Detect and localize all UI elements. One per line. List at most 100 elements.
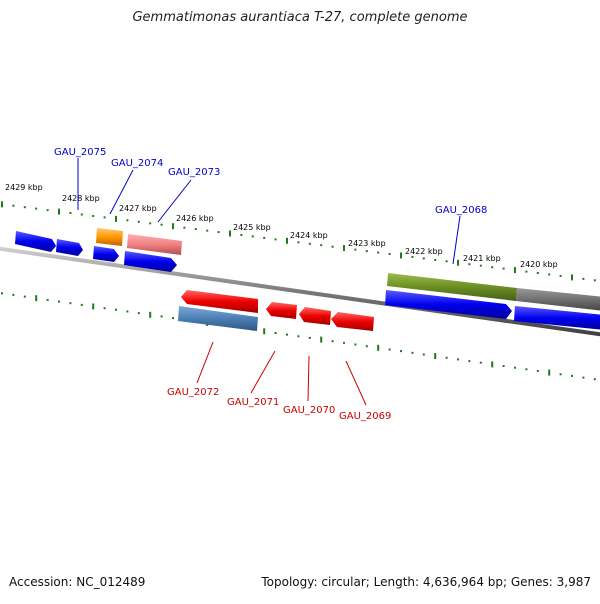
label-gau-2072[interactable]: GAU_2072 xyxy=(167,387,219,398)
ruler-label-2422: 2422 kbp xyxy=(405,247,443,256)
ruler-major-tick xyxy=(286,237,288,244)
ruler-minor-dot xyxy=(69,302,72,305)
ruler-major-tick xyxy=(263,328,266,335)
ruler-minor-dot xyxy=(445,260,448,263)
ruler-minor-dot xyxy=(286,333,288,336)
ruler-minor-dot xyxy=(308,242,311,245)
ruler-major-tick xyxy=(172,223,174,230)
ruler-major-tick xyxy=(58,208,60,215)
gene-forward-7[interactable] xyxy=(514,306,600,330)
ruler-minor-dot xyxy=(365,345,368,348)
ruler-minor-dot xyxy=(331,340,334,343)
ruler-minor-dot xyxy=(1,292,3,295)
ruler-minor-dot xyxy=(92,215,95,217)
feature-gray[interactable] xyxy=(516,288,600,311)
label-gau-2073[interactable]: GAU_2073 xyxy=(168,167,220,178)
feature-steelblue[interactable] xyxy=(178,306,258,331)
ruler-minor-dot xyxy=(377,251,380,254)
ruler-minor-dot xyxy=(479,264,482,267)
ruler-major-tick xyxy=(548,369,551,376)
ruler-minor-dot xyxy=(217,231,220,234)
ruler-label-2425: 2425 kbp xyxy=(233,223,271,232)
ruler-track-upper xyxy=(1,201,596,282)
ruler-minor-dot xyxy=(183,226,186,229)
gene-gau-2069[interactable] xyxy=(331,312,374,331)
ruler-minor-dot xyxy=(354,343,357,346)
ruler-minor-dot xyxy=(593,279,596,282)
ruler-minor-dot xyxy=(422,353,425,356)
ruler-minor-dot xyxy=(126,219,129,222)
ruler-major-tick xyxy=(377,344,380,351)
ruler-minor-dot xyxy=(525,270,528,273)
genome-stats-text: Topology: circular; Length: 4,636,964 bp… xyxy=(261,575,591,589)
label-gau-2069[interactable]: GAU_2069 xyxy=(339,411,391,422)
label-gau-2074[interactable]: GAU_2074 xyxy=(111,158,163,169)
gene-gau-2072[interactable] xyxy=(181,290,258,313)
ruler-minor-dot xyxy=(58,300,60,303)
ruler-major-tick xyxy=(320,336,323,343)
ruler-minor-dot xyxy=(536,272,539,274)
ruler-minor-dot xyxy=(388,348,391,351)
ruler-minor-dot xyxy=(343,341,345,344)
feature-olive[interactable] xyxy=(387,273,517,301)
ruler-label-2429: 2429 kbp xyxy=(5,183,43,192)
gene-forward-2[interactable] xyxy=(56,239,83,256)
ruler-minor-dot xyxy=(80,213,83,216)
ruler-minor-dot xyxy=(582,277,585,280)
ruler-minor-dot xyxy=(35,207,38,210)
ruler-minor-dot xyxy=(23,295,26,298)
gene-gau-2068[interactable] xyxy=(385,290,512,319)
ruler-minor-dot xyxy=(160,223,163,226)
ruler-minor-dot xyxy=(559,373,562,376)
ruler-minor-dot xyxy=(365,250,368,253)
ruler-minor-dot xyxy=(240,234,243,236)
ruler-minor-dot xyxy=(160,315,163,318)
feature-pink[interactable] xyxy=(127,234,182,255)
ruler-label-2420: 2420 kbp xyxy=(520,260,558,269)
ruler-major-tick xyxy=(35,295,38,302)
label-gau-2071[interactable]: GAU_2071 xyxy=(227,397,279,408)
ruler-major-tick xyxy=(457,259,459,266)
ruler-minor-dot xyxy=(559,274,562,277)
gene-forward-1[interactable] xyxy=(15,231,56,252)
gene-gau-2074[interactable] xyxy=(124,251,177,272)
ruler-label-2428: 2428 kbp xyxy=(62,194,100,203)
ruler-minor-dot xyxy=(263,236,266,239)
ruler-minor-dot xyxy=(308,336,311,339)
ruler-minor-dot xyxy=(149,222,152,225)
ruler-minor-dot xyxy=(331,245,334,248)
ruler-minor-dot xyxy=(274,238,277,241)
ruler-minor-dot xyxy=(172,317,174,320)
ruler-minor-dot xyxy=(491,266,494,269)
label-gau-2075[interactable]: GAU_2075 xyxy=(54,147,106,158)
ruler-minor-dot xyxy=(297,241,300,244)
ruler-minor-dot xyxy=(525,368,528,371)
ruler-minor-dot xyxy=(434,258,437,261)
ruler-minor-dot xyxy=(46,209,49,212)
gene-gau-2075[interactable] xyxy=(93,246,119,262)
ruler-labels: 2429 kbp 2428 kbp 2427 kbp 2426 kbp 2425… xyxy=(5,183,558,269)
label-gau-2070[interactable]: GAU_2070 xyxy=(283,405,335,416)
gene-gau-2071[interactable] xyxy=(266,302,297,319)
ruler-minor-dot xyxy=(593,378,596,381)
ruler-minor-dot xyxy=(445,356,448,359)
ruler-minor-dot xyxy=(12,204,15,207)
ruler-minor-dot xyxy=(194,228,197,231)
genome-title: Gemmatimonas aurantiaca T-27, complete g… xyxy=(132,10,468,25)
ruler-major-tick xyxy=(491,361,494,368)
ruler-minor-dot xyxy=(582,376,585,379)
genome-backbone xyxy=(0,246,600,337)
ruler-minor-dot xyxy=(69,212,72,214)
ruler-minor-dot xyxy=(571,374,573,377)
label-gau-2068[interactable]: GAU_2068 xyxy=(435,205,487,216)
ruler-minor-dot xyxy=(12,293,15,296)
ruler-minor-dot xyxy=(468,360,471,363)
ruler-minor-dot xyxy=(502,267,505,270)
ruler-label-2427: 2427 kbp xyxy=(119,204,157,213)
ruler-minor-dot xyxy=(411,255,414,258)
feature-orange[interactable] xyxy=(96,228,123,246)
ruler-minor-dot xyxy=(274,332,277,334)
ruler-minor-dot xyxy=(137,220,140,223)
gene-gau-2070[interactable] xyxy=(299,307,331,325)
